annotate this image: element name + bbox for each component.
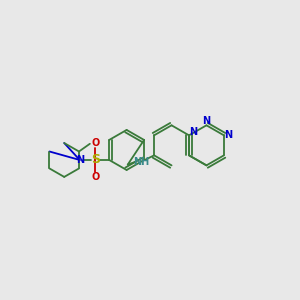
Text: N: N xyxy=(76,155,84,165)
Text: S: S xyxy=(91,154,100,166)
Text: N: N xyxy=(224,130,232,140)
Text: N: N xyxy=(189,127,197,137)
Text: O: O xyxy=(91,172,99,182)
Text: N: N xyxy=(202,116,211,127)
Text: NH: NH xyxy=(134,157,150,166)
Text: O: O xyxy=(91,138,99,148)
